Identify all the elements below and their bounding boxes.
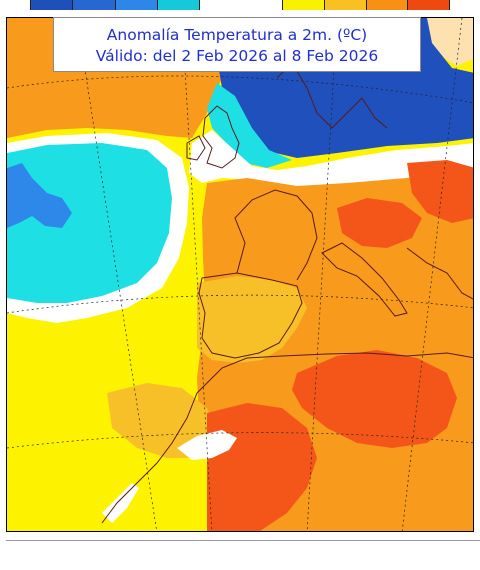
cyan-anomaly-british-isles [207, 83, 292, 168]
validity-period: Válido: del 2 Feb 2026 al 8 Feb 2026 [95, 47, 379, 65]
warm-legend-bar [282, 0, 450, 10]
red-orange-anomaly-sahara [292, 350, 457, 448]
white-band-north-europe [189, 130, 473, 190]
coastline-france [234, 189, 318, 281]
blue-anomaly-patch [7, 163, 72, 228]
coastline-ireland [186, 135, 206, 161]
red-orange-anomaly-central-med [337, 198, 422, 248]
legend-swatch [366, 0, 409, 10]
bottom-divider [6, 540, 480, 541]
graticule-meridian [306, 18, 338, 531]
legend-swatch [283, 0, 325, 10]
coastline-iberia [198, 272, 303, 359]
coastline-balkans [406, 247, 473, 300]
legend-swatch [73, 0, 116, 10]
graticule-meridian [181, 18, 213, 531]
legend-swatch [408, 0, 449, 10]
graticule-meridian [76, 18, 158, 531]
legend-swatch [324, 0, 367, 10]
cold-legend-bar [30, 0, 200, 10]
light-orange-anomaly-iberia [197, 276, 307, 363]
map-canvas [7, 18, 473, 531]
peach-anomaly-north [427, 18, 473, 66]
cyan-anomaly-atlantic [7, 143, 172, 303]
graticule-parallel [7, 75, 473, 104]
map-title: Anomalía Temperatura a 2m. (ºC) [106, 26, 368, 44]
coastline-british-isles [202, 105, 240, 169]
legend-swatch [157, 0, 199, 10]
graticule-meridian [401, 18, 463, 531]
coastline-italy [321, 242, 408, 317]
white-patch-canary [177, 430, 237, 460]
red-orange-anomaly-west-africa [207, 403, 317, 531]
graticule [7, 18, 473, 531]
coastline-west-africa [101, 392, 198, 524]
graticule-parallel [7, 294, 473, 314]
red-orange-anomaly-east [407, 160, 473, 223]
legend-swatch [31, 0, 74, 10]
coastline-north-africa [196, 352, 473, 394]
white-patch-west-africa [102, 483, 139, 523]
map-title-box: Anomalía Temperatura a 2m. (ºC) Válido: … [53, 17, 421, 72]
yellow-anomaly-west-africa [107, 463, 207, 531]
anomaly-map [6, 17, 474, 532]
legend-swatch [115, 0, 158, 10]
